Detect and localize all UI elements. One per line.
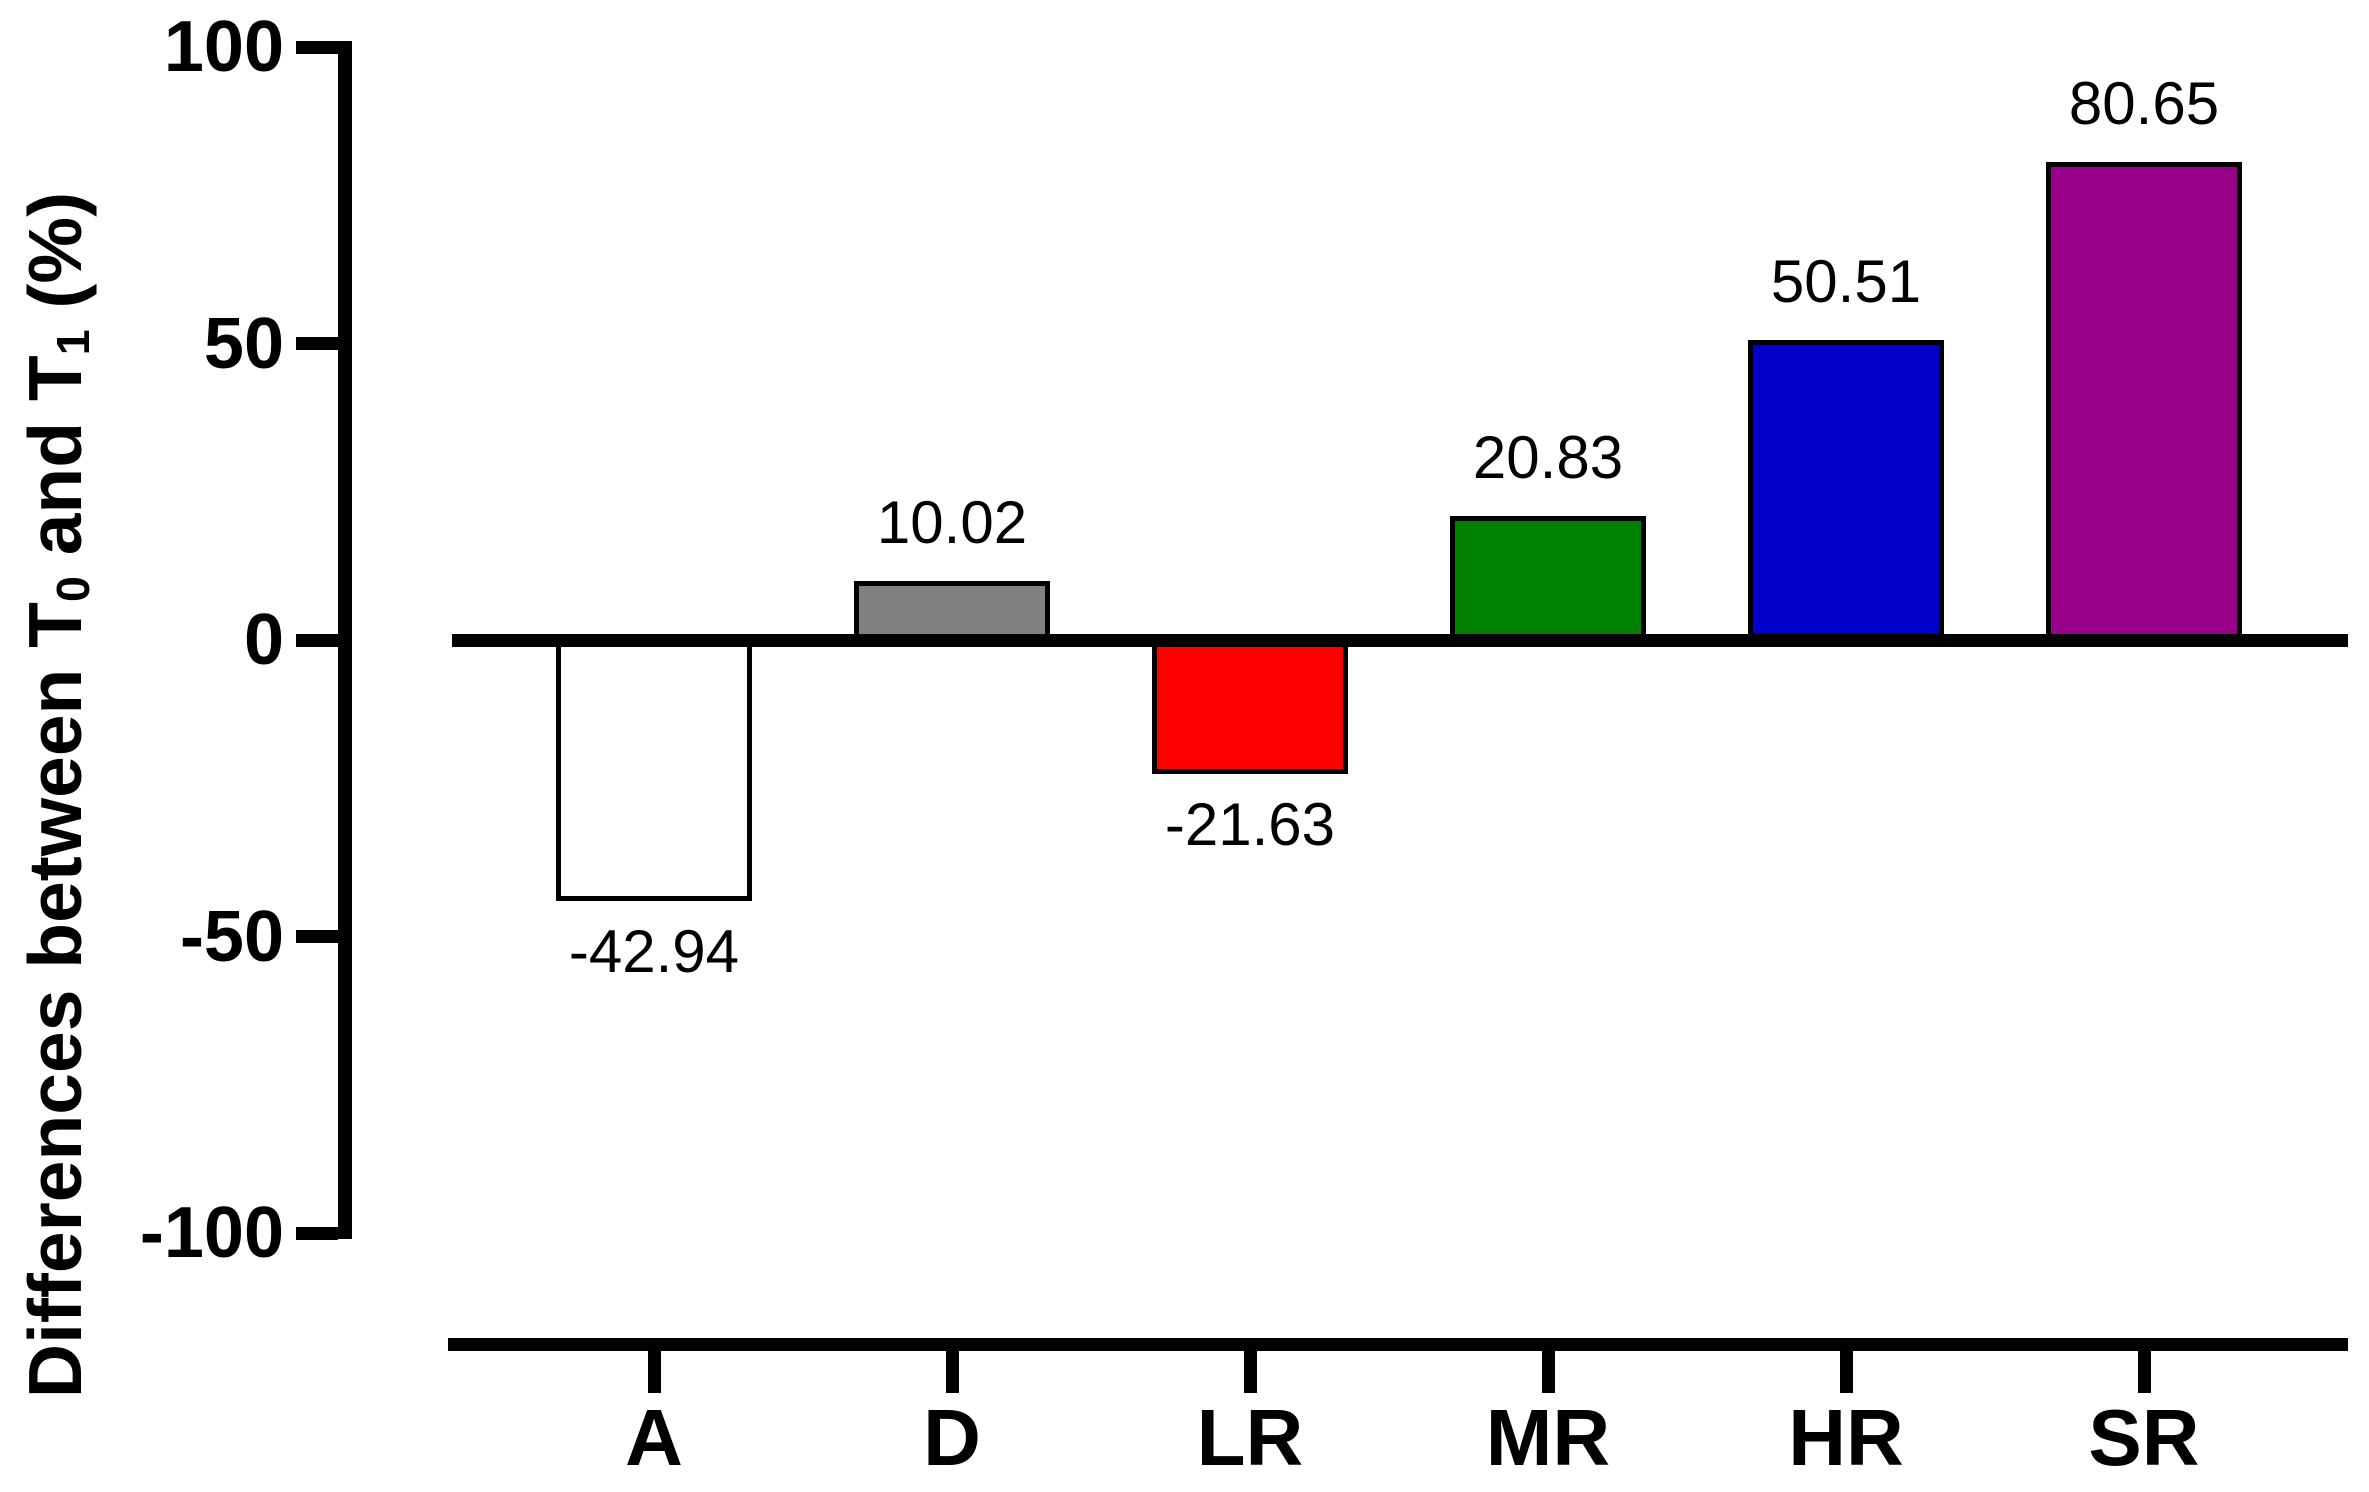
- zero-baseline: [452, 634, 2348, 647]
- y-tick: [296, 633, 338, 647]
- x-tick-label-MR: MR: [1485, 1393, 1611, 1482]
- x-tick: [2137, 1351, 2151, 1393]
- y-axis-title-text: and T: [13, 355, 97, 577]
- y-tick: [296, 930, 338, 943]
- y-axis-line: [338, 41, 352, 1239]
- bar-value-label: 50.51: [1770, 248, 1922, 316]
- bar-value-label: -21.63: [1164, 791, 1336, 859]
- x-tick: [1839, 1351, 1853, 1393]
- bar-value-label: 10.02: [876, 488, 1028, 556]
- bar-SR: [2046, 161, 2242, 646]
- bar-HR: [1748, 340, 1944, 646]
- x-tick: [1541, 1351, 1555, 1393]
- y-tick-label: 50: [203, 303, 284, 384]
- x-tick-label-SR: SR: [2088, 1393, 2200, 1482]
- bar-LR: [1152, 640, 1348, 775]
- y-axis-title-subscript: 0: [47, 576, 100, 602]
- bar-MR: [1450, 516, 1646, 646]
- x-tick: [647, 1351, 661, 1393]
- y-tick-label: 0: [243, 600, 284, 680]
- x-tick-label-D: D: [923, 1393, 981, 1482]
- x-tick: [945, 1351, 959, 1393]
- x-axis-line: [448, 1338, 2348, 1351]
- y-axis-title-text: Differences between T: [13, 602, 97, 1399]
- bar-value-label: 80.65: [2068, 69, 2220, 137]
- y-tick: [296, 40, 338, 54]
- x-tick-label-LR: LR: [1196, 1393, 1304, 1482]
- y-axis-title: Differences between T0 and T1 (%): [10, 70, 100, 1492]
- bar-A: [556, 640, 752, 901]
- x-tick: [1243, 1351, 1257, 1393]
- x-tick-label-HR: HR: [1788, 1393, 1904, 1482]
- y-tick: [296, 337, 338, 350]
- y-tick-label: -50: [179, 896, 284, 977]
- bar-value-label: -42.94: [568, 917, 740, 985]
- y-tick: [296, 1226, 338, 1240]
- bar-value-label: 20.83: [1472, 424, 1624, 492]
- y-tick-label: -100: [139, 1193, 284, 1273]
- x-tick-label-A: A: [625, 1393, 683, 1482]
- y-tick-label: 100: [163, 7, 284, 87]
